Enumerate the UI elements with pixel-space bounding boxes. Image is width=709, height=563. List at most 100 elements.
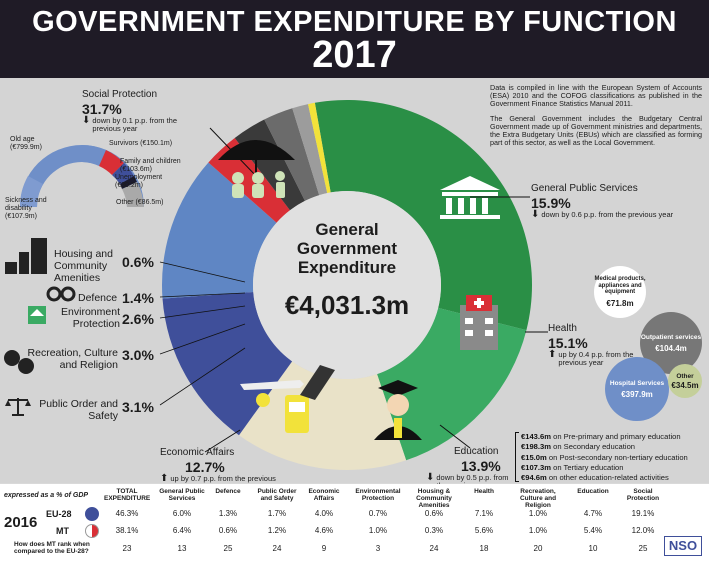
umbrella-family-icon [218,140,295,198]
eu-row-label: EU-28 [46,509,72,519]
rank-cell: 3 [375,544,381,553]
eu-cell: 1.3% [218,509,238,518]
note-paragraph-2: The General Government includes the Budg… [490,113,702,148]
leader-economic [204,429,241,453]
down-arrow-icon: ⬇ [531,209,540,220]
th-defence: Defence [215,488,241,495]
graduate-icon [374,380,422,440]
social-family: Family and children (€103.6m) [120,158,181,173]
eu-cell: 4.7% [583,509,603,518]
up-arrow-icon: ⬆ [548,349,557,360]
theatre-masks-icon [4,350,34,374]
transport-icon [240,365,335,433]
center-line-2: Government [296,239,398,258]
donut-segment-environment [264,108,320,201]
th-health: Health [474,488,494,495]
eu-cell: 4.0% [314,509,334,518]
defence-label: Defence [78,292,118,304]
social-label: Social Protection [82,89,158,100]
education-item: €15.0m on Post-secondary non-tertiary ed… [521,452,688,462]
header-banner: GOVERNMENT EXPENDITURE BY FUNCTION 2017 [0,0,709,78]
leader-environment [159,305,246,319]
page-year: 2017 [312,34,397,76]
public-order-pct: 3.1% [122,399,154,415]
th-economic: Economic Affairs [308,488,340,502]
rank-cell: 25 [638,544,648,553]
rank-cell: 20 [533,544,543,553]
eu-cell: 7.1% [474,509,494,518]
mt-cell: 5.6% [474,526,494,535]
th-public-order: Public Order and Safety [257,488,297,502]
mt-cell: 5.4% [583,526,603,535]
education-bracket [515,432,519,482]
label-health: Health 15.1% ⬆ up by 0.4 p.p. from the pr… [548,323,648,367]
donut-segment-economic [162,162,277,299]
defence-pct: 1.4% [122,290,154,306]
mt-cell: 4.6% [314,526,334,535]
mt-cell: 6.4% [172,526,192,535]
rank-cell: 10 [588,544,598,553]
binoculars-icon [46,286,76,302]
th-gps: General Public Services [159,488,205,502]
mt-cell: 1.2% [267,526,287,535]
gps-pct: 15.9% [531,195,571,211]
th-total: TOTAL EXPENDITURE [104,488,151,502]
social-survivors: Survivors (€150.1m) [109,140,173,147]
center-label: General Government Expenditure [253,220,441,277]
leader-public-order [159,347,246,406]
leader-recreation [159,323,246,355]
gdp-comparison-table: expressed as a % of GDP TOTAL EXPENDITUR… [0,484,709,563]
donut-segment-housing [308,102,331,194]
nso-logo: NSO [664,536,702,556]
th-education: Education [577,488,609,495]
education-item: €94.6m on other education-related activi… [521,473,669,483]
rank-cell: 13 [177,544,187,553]
leader-housing [159,261,246,283]
housing-label: Housing and Community Amenities [54,248,113,284]
mt-cell: 1.0% [368,526,388,535]
recreation-pct: 3.0% [122,347,154,363]
eu-flag-icon [85,507,99,521]
th-social: Social Protection [626,488,660,502]
health-bubble-hospital: Hospital Services €397.9m [605,357,669,421]
green-house-icon [28,306,46,324]
table-caption: expressed as a % of GDP [4,492,89,499]
education-item: €143.6m on Pre-primary and primary educa… [521,432,681,441]
education-label: Education [454,446,499,457]
social-old-age: Old age (€799.9m) [10,136,42,151]
th-environment: Environmental Protection [355,488,401,502]
up-arrow-icon: ⬆ [160,473,169,484]
health-change: up by 0.4 p.p. from the previous year [558,350,634,367]
recreation-label: Recreation, Culture and Religion [27,347,118,371]
leader-education [439,424,471,449]
education-pct: 13.9% [461,458,501,474]
mt-cell: 0.6% [218,526,238,535]
health-label: Health [548,323,577,334]
down-arrow-icon: ⬇ [426,472,435,483]
government-building-icon [440,176,500,219]
methodology-note: Data is compiled in line with the Europe… [490,83,702,153]
education-breakdown-list: €143.6m on Pre-primary and primary educa… [521,432,709,483]
eu-cell: 1.0% [528,509,548,518]
mt-cell: 12.0% [631,526,655,535]
social-change: down by 0.1 p.p. from the previous year [92,116,178,133]
th-recreation: Recreation, Culture and Religion [519,488,557,509]
label-gps: General Public Services 15.9% ⬇ down by 0… [531,183,681,220]
table-year: 2016 [4,514,38,531]
rank-cell: 9 [321,544,327,553]
housing-pct: 0.6% [122,254,154,270]
center-line-3: Expenditure [297,258,397,277]
education-item: €107.3m on Tertiary education [521,462,624,472]
economic-label: Economic Affairs [160,447,235,458]
health-bubble-other: Other €34.5m [668,364,702,398]
leader-defence [159,292,246,298]
scales-icon [5,398,31,416]
rank-cell: 25 [223,544,233,553]
mt-cell: 0.3% [424,526,444,535]
mt-flag-icon [85,524,99,538]
education-item: €198.3m on Secondary education [521,442,636,452]
mt-cell: 38.1% [115,526,139,535]
eu-cell: 1.7% [267,509,287,518]
eu-cell: 46.3% [115,509,139,518]
